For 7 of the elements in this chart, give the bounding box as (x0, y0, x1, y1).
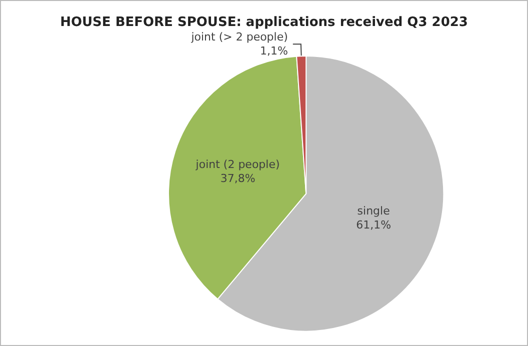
data-label: 61,1% (356, 218, 392, 232)
slice-label: joint (2 people) (194, 158, 280, 171)
chart-title: HOUSE BEFORE SPOUSE: applications received Q3 2023 (60, 15, 468, 30)
slice-label: single (357, 204, 390, 218)
data-label: 1,1% (260, 44, 288, 58)
slice-label: joint (> 2 people) (190, 30, 288, 44)
data-label: 37,8% (220, 172, 256, 185)
